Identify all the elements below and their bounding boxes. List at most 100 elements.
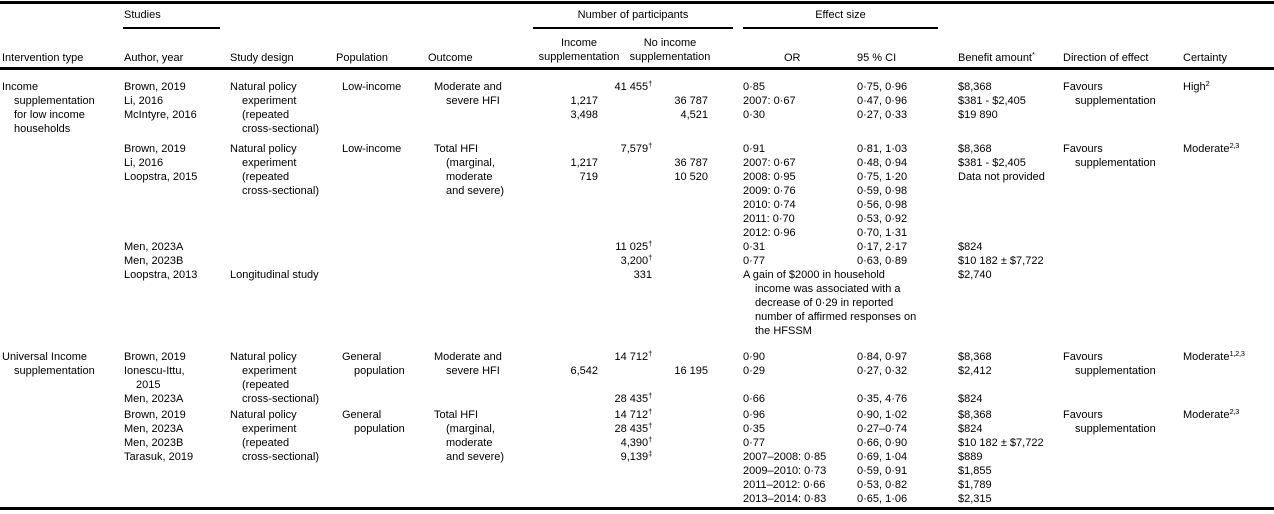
or-value: 0·30 [743,109,766,121]
table-row-group: Universal Income supplementation Brown, 20… [0,350,1274,406]
no-income-supplementation-n [652,240,708,254]
benefit-amount-line: Data not provided [958,171,1045,183]
author-year-line: Men, 2023A [124,241,184,253]
study-design-line: Natural policy [230,143,297,155]
benefit-footnote-marker: * [1032,50,1035,59]
col-header-or: OR [784,52,801,64]
study-design-line: cross-sectional) [242,393,320,405]
cell-outcome: Total HFI (marginal, moderate and severe) [434,142,530,198]
outcome-line: and severe) [446,185,505,197]
population-line: Low-income [342,143,402,155]
cell-95-ci: 0·84, 0·97 0·27, 0·32 0·35, 4·76 [857,350,953,406]
benefit-amount-line: $10 182 ± $7,722 [958,255,1044,267]
ci-value: 0·59, 0·91 [857,465,908,477]
ci-value: 0·65, 1·06 [857,493,908,505]
income-supplementation-n [536,350,598,364]
col-header-intervention-type: Intervention type [2,52,84,64]
participants-row: 28 435† [536,422,710,436]
group-header-participants: Number of participants [577,9,689,21]
ci-value: 0·66, 0·90 [857,437,908,449]
income-supplementation-n: 3,498 [570,109,598,121]
income-supplementation-n [536,378,598,392]
population-line: population [354,365,405,377]
direction-of-effect-line: supplementation [1075,157,1156,169]
or-value: 0·77 [743,437,766,449]
author-year-line: Men, 2023B [124,437,184,449]
sample-size-footnote-marker: † [648,407,652,416]
author-year-line: Brown, 2019 [124,81,186,93]
intervention-type-line: supplementation [14,365,95,377]
footnote-marker: 1,2,3 [1229,349,1245,358]
outcome-line: moderate [446,171,493,183]
cell-study-design: Natural policy experiment (repeated cross-s… [230,80,336,136]
income-supplementation-n: 719 [579,171,598,183]
col-header-income-supplementation: Income supplementation [538,37,620,63]
col-header-author-year: Author, year [124,52,184,64]
income-supplementation-n [536,436,598,450]
or-value: 0·29 [743,365,766,377]
participants-row: 1,217 36 787 [536,94,710,108]
cell-benefit-amount: $8,368 $2,412 $824 [958,350,1060,406]
or-value: 0·31 [743,241,766,253]
total-n: 3,200† [620,253,653,267]
study-design-line: Natural policy [230,409,297,421]
total-n [598,170,652,184]
col-header-population: Population [336,52,388,64]
effect-size-note-line: decrease of 0·29 in reported [755,297,894,309]
income-supplementation-n: 1,217 [570,157,598,169]
participants-row: 14 712† [536,408,710,422]
author-year-line: Ionescu-Ittu, [124,365,185,377]
table-row-group: Income supplementation for low income house… [0,80,1274,136]
outcome-line: severe HFI [446,365,500,377]
group-header-effect-size: Effect size [815,9,866,21]
or-value: 2010: 0·74 [743,199,796,211]
cell-benefit-amount: $824 $10 182 ± $7,722 $2,740 [958,240,1060,282]
certainty-value: High2 [1183,79,1210,93]
intervention-type-line: for low income [14,109,85,121]
effect-size-note-line: the HFSSM [755,325,812,337]
ci-value: 0·27, 0·32 [857,365,908,377]
ci-value: 0·69, 1·04 [857,451,908,463]
cell-direction-of-effect: Favours supplementation [1063,408,1179,436]
or-value: 0·96 [743,409,766,421]
cell-intervention-type: Income supplementation for low income house… [2,80,122,136]
author-year-line: Brown, 2019 [124,409,186,421]
ci-value: 0·27, 0·33 [857,109,908,121]
participants-row: 6,542 16 195 [536,364,710,378]
ci-value: 0·56, 0·98 [857,199,908,211]
study-design-line: (repeated [242,109,290,121]
no-income-supplementation-n [652,254,708,268]
income-supplementation-n [536,408,598,422]
direction-of-effect-line: Favours [1063,409,1103,421]
no-income-supplementation-n: 36 787 [674,157,708,169]
cell-certainty: Moderate2,3 [1183,408,1274,422]
ci-value: 0·17, 2·17 [857,241,908,253]
benefit-amount-line: $8,368 [958,81,992,93]
total-n [598,94,652,108]
cell-author-year: Brown, 2019 Men, 2023A Men, 2023B Tarasuk, … [124,408,224,464]
study-design-line: cross-sectional) [242,451,320,463]
intervention-type-line: Income [2,81,39,93]
no-income-supplementation-n [652,392,708,406]
sample-size-footnote-marker: ‡ [648,449,652,458]
or-value: 0·35 [743,423,766,435]
benefit-amount-line: $2,412 [958,365,992,377]
total-n [598,156,652,170]
benefit-amount-label: Benefit amount [958,52,1032,64]
cell-effect-size: 0·31 0·17, 2·17 0·77 0·63, 0·89 A gain of $2… [743,240,953,338]
income-supplementation-n [536,80,598,94]
or-value [743,378,853,392]
benefit-amount-line: $10 182 ± $7,722 [958,437,1044,449]
participants-row: 719 10 520 [536,170,710,184]
study-design-line: (repeated [242,437,290,449]
ci-value: 0·47, 0·96 [857,95,908,107]
certainty-value: Moderate2,3 [1183,407,1240,421]
ci-value: 0·90, 1·02 [857,409,908,421]
total-n: 28 435† [614,391,652,405]
ci-value: 0·35, 4·76 [857,393,908,405]
total-n: 4,390† [620,435,653,449]
no-income-supplementation-n [652,450,708,464]
col-header-benefit-amount: Benefit amount* [958,51,1035,65]
cell-participants: 11 025† 3,200† 331 [536,240,710,282]
cell-participants: 14 712† 28 435† 4,390† 9,139‡ [536,408,710,464]
